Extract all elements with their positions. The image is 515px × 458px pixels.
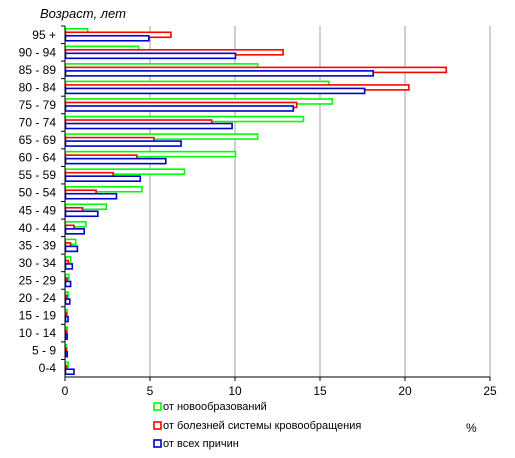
bar-2-3 (64, 87, 366, 95)
axes (64, 26, 490, 378)
x-ticks: 0 5 10 15 20 25 (62, 377, 497, 398)
y-tick-label-11: 40 - 44 (19, 221, 57, 235)
y-tick-label-16: 15 - 19 (19, 309, 57, 323)
y-tick-label-9: 50 - 54 (19, 186, 57, 200)
bar-2-4 (64, 105, 295, 112)
legend: от новообразований от болезней системы кр… (153, 401, 361, 450)
y-tick-label-0: 95 + (32, 28, 56, 42)
bar-2-14 (64, 280, 72, 288)
bar-2-15 (64, 298, 71, 305)
y-tick-label-17: 10 - 14 (19, 326, 57, 340)
bar-2-0 (64, 34, 150, 42)
y-tick-label-10: 45 - 49 (19, 203, 57, 217)
x-tick-label-5: 25 (483, 384, 497, 398)
bar-2-11 (64, 228, 86, 235)
y-tick-label-19: 0-4 (39, 361, 57, 375)
bars (64, 27, 448, 376)
y-axis-title: Возраст, лет (40, 6, 126, 21)
bar-2-8 (64, 175, 142, 182)
y-ticks: 95 + 90 - 94 85 - 89 80 - 84 75 - 79 70 - 74 6… (19, 25, 65, 375)
x-tick-label-0: 0 (62, 384, 69, 398)
x-tick-label-3: 15 (313, 384, 327, 398)
x-tick-label-2: 10 (228, 384, 242, 398)
y-tick-label-12: 35 - 39 (19, 238, 57, 252)
y-tick-label-5: 70 - 74 (19, 116, 57, 130)
legend-swatch-2 (153, 439, 162, 448)
y-tick-label-8: 55 - 59 (19, 168, 57, 182)
y-tick-label-4: 75 - 79 (19, 98, 57, 112)
bar-2-10 (64, 210, 99, 218)
bar-2-2 (64, 70, 375, 77)
bar-2-5 (64, 122, 233, 130)
bar-2-7 (64, 157, 167, 165)
y-tick-label-3: 80 - 84 (19, 80, 57, 94)
legend-swatch-0 (153, 402, 162, 411)
bar-2-18 (64, 350, 69, 358)
y-tick-label-15: 20 - 24 (19, 291, 57, 305)
legend-label-1: от болезней системы кровообращения (163, 420, 361, 432)
y-tick-label-7: 60 - 64 (19, 151, 57, 165)
legend-swatch-1 (153, 421, 162, 430)
bar-2-13 (64, 263, 74, 270)
bar-2-6 (64, 140, 182, 147)
y-tick-label-2: 85 - 89 (19, 63, 57, 77)
bar-2-1 (64, 52, 237, 60)
bar-2-9 (64, 192, 118, 200)
x-tick-label-1: 5 (147, 384, 154, 398)
y-tick-label-1: 90 - 94 (19, 45, 57, 59)
y-tick-label-6: 65 - 69 (19, 133, 57, 147)
legend-label-0: от новообразований (163, 401, 267, 413)
x-axis-unit: % (466, 421, 477, 435)
legend-label-2: от всех причин (163, 438, 239, 450)
bar-2-17 (64, 333, 69, 340)
grid (149, 26, 491, 377)
y-tick-label-18: 5 - 9 (32, 344, 56, 358)
bar-2-19 (64, 368, 75, 376)
x-tick-label-4: 20 (398, 384, 412, 398)
bar-2-16 (64, 315, 69, 323)
bar-2-12 (64, 245, 79, 253)
y-tick-label-14: 25 - 29 (19, 273, 57, 287)
y-tick-label-13: 30 - 34 (19, 256, 57, 270)
